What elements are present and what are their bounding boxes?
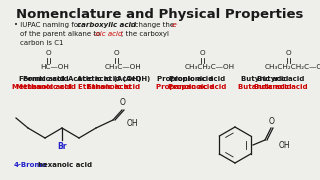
Text: O: O xyxy=(269,117,275,126)
Text: ; the carboxyl: ; the carboxyl xyxy=(121,31,169,37)
Text: OH: OH xyxy=(127,118,139,127)
Text: carbon is C1: carbon is C1 xyxy=(20,40,63,46)
Text: carboxylic acid: carboxylic acid xyxy=(77,22,136,28)
Text: Nomenclature and Physical Properties: Nomenclature and Physical Properties xyxy=(16,8,304,21)
Text: Butyric acid: Butyric acid xyxy=(241,76,289,82)
Text: CH₃CH₂C—OH: CH₃CH₂C—OH xyxy=(185,64,235,70)
Text: -e: -e xyxy=(171,22,178,28)
Text: Propionic acid: Propionic acid xyxy=(157,76,213,82)
Text: Propanoic acid: Propanoic acid xyxy=(156,84,214,90)
Text: O: O xyxy=(199,50,205,56)
Text: CH₃CH₂CH₂C—OH: CH₃CH₂CH₂C—OH xyxy=(265,64,320,70)
Text: Methanoic acid: Methanoic acid xyxy=(16,84,76,90)
Text: Ethanoic acid: Ethanoic acid xyxy=(87,84,140,90)
Text: Butanoic acid: Butanoic acid xyxy=(254,84,308,90)
Text: O: O xyxy=(120,98,126,107)
Text: Br: Br xyxy=(57,142,67,151)
Text: O: O xyxy=(113,50,119,56)
Text: hexanoic acid: hexanoic acid xyxy=(38,162,92,168)
Text: Propanoic acid: Propanoic acid xyxy=(168,84,226,90)
Text: Formic acid: Formic acid xyxy=(23,76,69,82)
Text: Propionic acid: Propionic acid xyxy=(169,76,225,82)
Text: Acetic acid (AcOH): Acetic acid (AcOH) xyxy=(77,76,150,82)
Text: Butyric acid: Butyric acid xyxy=(257,76,304,82)
Text: Ethanoic acid: Ethanoic acid xyxy=(78,84,132,90)
Text: : change the: : change the xyxy=(130,22,176,28)
Text: OH: OH xyxy=(279,141,291,150)
Text: O: O xyxy=(45,50,51,56)
Text: of the parent alkane to: of the parent alkane to xyxy=(20,31,103,37)
Text: Butanoic acid: Butanoic acid xyxy=(238,84,292,90)
Text: Formic acid: Formic acid xyxy=(19,76,65,82)
Text: CH₃C—OH: CH₃C—OH xyxy=(105,64,142,70)
Text: 4-Bromo: 4-Bromo xyxy=(14,162,47,168)
Text: • IUPAC naming for: • IUPAC naming for xyxy=(14,22,83,28)
Text: Acetic acid (AcOH): Acetic acid (AcOH) xyxy=(68,76,142,82)
Text: O: O xyxy=(285,50,291,56)
Text: HC—OH: HC—OH xyxy=(40,64,69,70)
Text: -oic acid: -oic acid xyxy=(93,31,123,37)
Text: Methanoic acid: Methanoic acid xyxy=(12,84,72,90)
